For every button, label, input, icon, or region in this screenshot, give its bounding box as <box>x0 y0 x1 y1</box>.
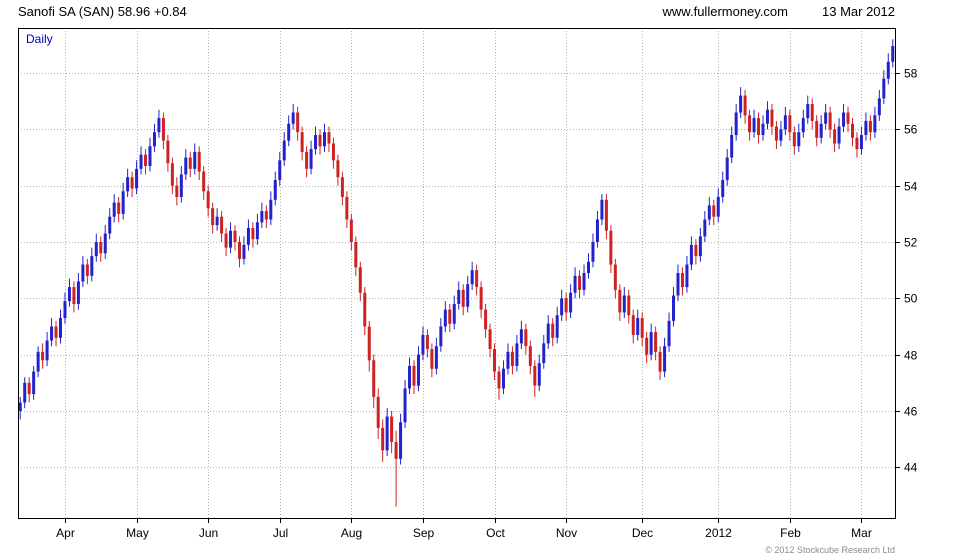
svg-text:Jul: Jul <box>273 526 288 540</box>
svg-text:Oct: Oct <box>486 526 505 540</box>
svg-text:Jun: Jun <box>199 526 218 540</box>
svg-text:58: 58 <box>904 67 918 81</box>
svg-text:Dec: Dec <box>632 526 653 540</box>
svg-text:54: 54 <box>904 180 918 194</box>
svg-text:48: 48 <box>904 349 918 363</box>
website-link[interactable]: www.fullermoney.com <box>662 4 788 19</box>
chart-date: 13 Mar 2012 <box>822 4 895 19</box>
svg-text:44: 44 <box>904 461 918 475</box>
svg-text:52: 52 <box>904 236 918 250</box>
svg-text:2012: 2012 <box>705 526 732 540</box>
svg-text:56: 56 <box>904 123 918 137</box>
svg-text:Aug: Aug <box>341 526 362 540</box>
svg-text:50: 50 <box>904 292 918 306</box>
copyright-notice: © 2012 Stockcube Research Ltd <box>765 545 895 555</box>
svg-text:Apr: Apr <box>56 526 75 540</box>
instrument-title: Sanofi SA (SAN) 58.96 +0.84 <box>18 4 187 19</box>
svg-text:Mar: Mar <box>851 526 872 540</box>
header-right: www.fullermoney.com 13 Mar 2012 <box>663 4 895 19</box>
chart-header: Sanofi SA (SAN) 58.96 +0.84 www.fullermo… <box>18 4 895 19</box>
svg-text:May: May <box>126 526 149 540</box>
svg-text:Sep: Sep <box>413 526 435 540</box>
svg-text:46: 46 <box>904 405 918 419</box>
timeframe-label: Daily <box>24 32 55 46</box>
svg-text:Nov: Nov <box>556 526 577 540</box>
svg-text:Feb: Feb <box>780 526 801 540</box>
